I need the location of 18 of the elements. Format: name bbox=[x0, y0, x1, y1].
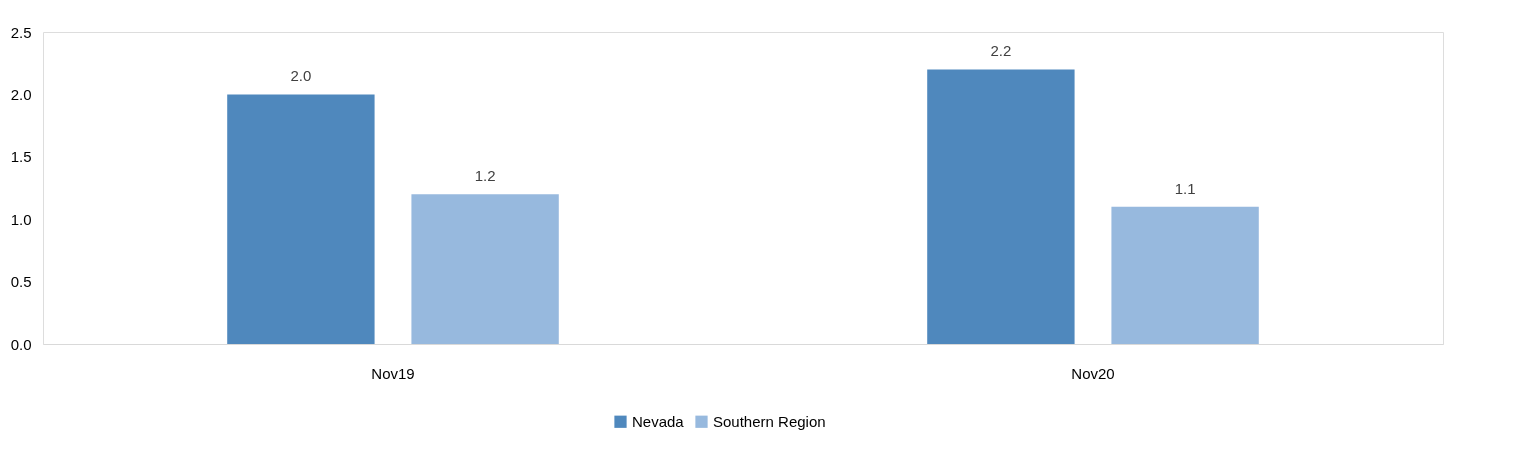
bar bbox=[411, 194, 559, 344]
bar bbox=[927, 69, 1075, 344]
x-tick-label: Nov19 bbox=[371, 364, 415, 382]
legend-label: Southern Region bbox=[713, 412, 826, 430]
x-tick-label: Nov20 bbox=[1071, 364, 1115, 382]
data-label: 2.2 bbox=[990, 42, 1012, 60]
bar bbox=[1111, 206, 1259, 344]
y-tick-label: 0.5 bbox=[10, 273, 32, 291]
y-tick-label: 2.0 bbox=[10, 85, 32, 103]
y-tick-label: 2.5 bbox=[10, 23, 32, 41]
data-label: 1.1 bbox=[1174, 179, 1196, 197]
bar bbox=[227, 94, 375, 344]
y-tick-label: 0.0 bbox=[10, 335, 32, 353]
y-tick-label: 1.5 bbox=[10, 148, 32, 166]
data-label: 1.2 bbox=[474, 167, 496, 185]
data-label: 2.0 bbox=[290, 67, 312, 85]
y-tick-label: 1.0 bbox=[10, 210, 32, 228]
legend-label: Nevada bbox=[632, 412, 685, 430]
